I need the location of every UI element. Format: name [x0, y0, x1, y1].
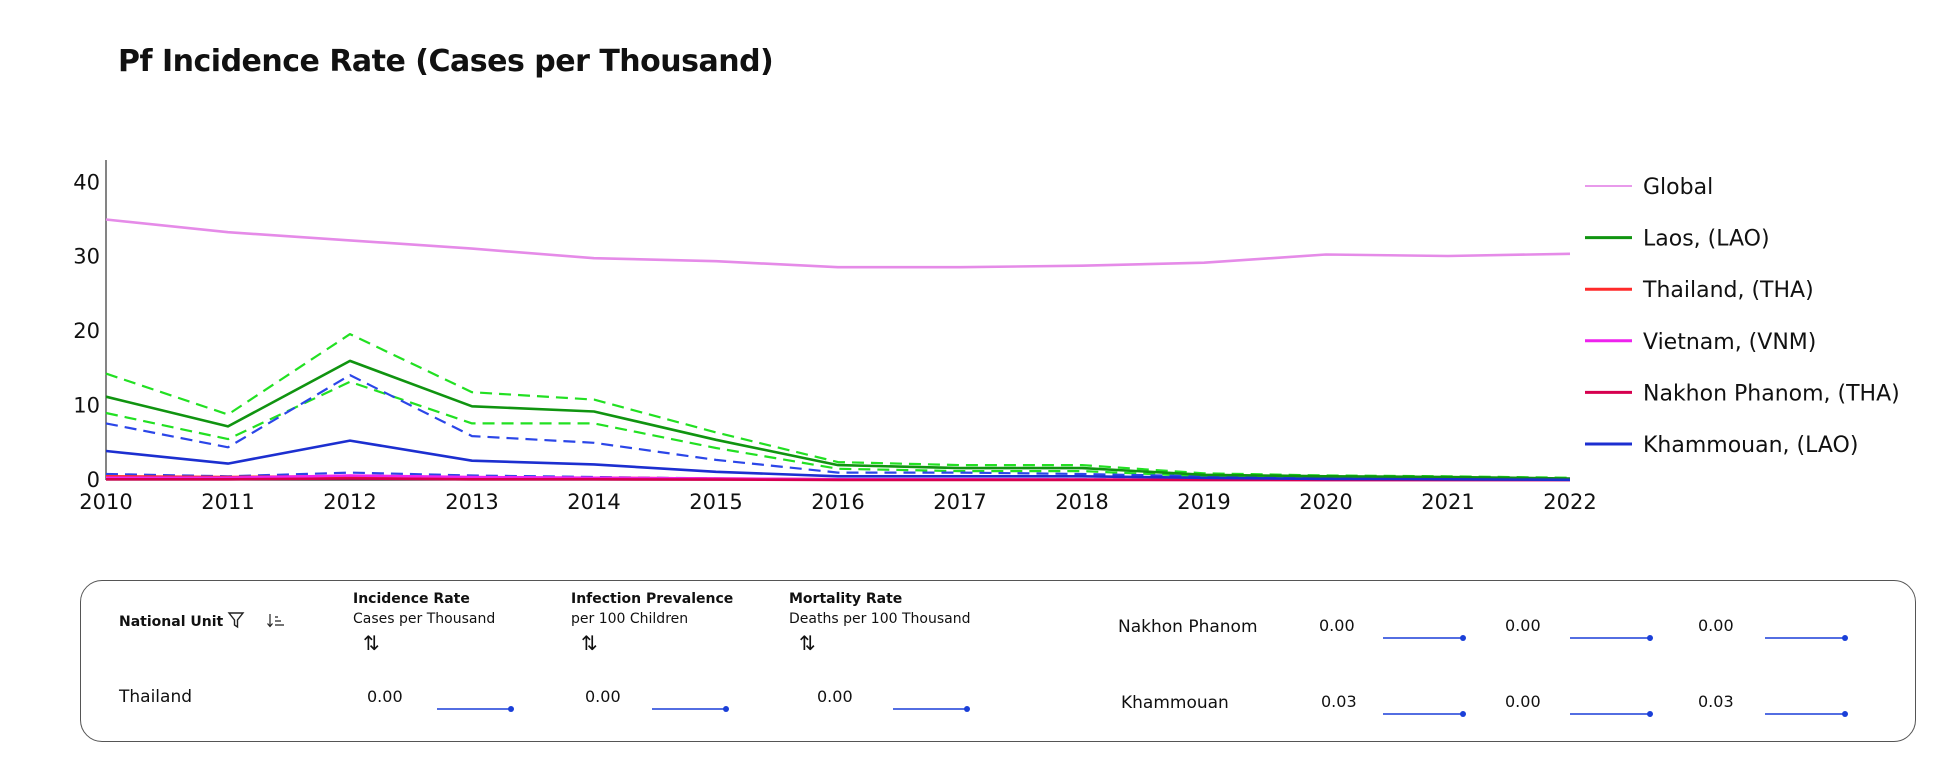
legend-entry: Khammouan, (LAO) [1643, 433, 1858, 458]
table-cell-value: 0.00 [1505, 616, 1541, 635]
column-header-prevalence: Infection Prevalence [571, 591, 734, 607]
table-row-label[interactable]: Khammouan [1121, 693, 1229, 713]
x-tick-label: 2017 [933, 490, 986, 514]
sort-arrows-icon[interactable]: ⇅ [581, 631, 598, 655]
table-cell-value: 0.00 [585, 687, 621, 706]
x-tick-label: 2019 [1177, 490, 1230, 514]
x-tick-label: 2010 [79, 490, 132, 514]
x-tick-label: 2011 [201, 490, 254, 514]
column-header-mortality: Mortality Rate [789, 591, 903, 607]
sort-lines-icon[interactable] [267, 613, 285, 629]
x-tick-label: 2013 [445, 490, 498, 514]
table-cell-value: 0.00 [1505, 692, 1541, 711]
sparkline [1383, 635, 1466, 641]
x-tick-label: 2020 [1299, 490, 1352, 514]
sparkline [652, 706, 729, 712]
chart-title: Pf Incidence Rate (Cases per Thousand) [118, 44, 774, 79]
legend-entry: Nakhon Phanom, (THA) [1643, 381, 1900, 406]
filter-icon[interactable] [227, 611, 245, 629]
sparkline [1570, 635, 1653, 641]
table-cell-value: 0.00 [817, 687, 853, 706]
data-table-panel: National Unit Incidence Rate Cases per T… [80, 580, 1916, 742]
legend-entry: Vietnam, (VNM) [1643, 330, 1816, 355]
x-tick-label: 2015 [689, 490, 742, 514]
line-chart: 0 10 20 30 40 2010 2011 2012 2013 2014 2015 2016 201… [73, 160, 1900, 514]
chart-series [105, 218, 1571, 482]
sparkline [1570, 711, 1653, 717]
x-tick-label: 2018 [1055, 490, 1108, 514]
legend-entry: Global [1643, 175, 1713, 200]
column-subtitle-incidence: Cases per Thousand [353, 611, 496, 627]
table-cell-value: 0.00 [1698, 616, 1734, 635]
y-tick-label: 30 [73, 245, 100, 269]
sort-arrows-icon[interactable]: ⇅ [799, 631, 816, 655]
x-tick-label: 2016 [811, 490, 864, 514]
column-subtitle-prevalence: per 100 Children [571, 611, 689, 627]
sparkline [893, 706, 970, 712]
sparkline [1383, 711, 1466, 717]
sort-arrows-icon[interactable]: ⇅ [363, 631, 380, 655]
y-tick-label: 20 [73, 319, 100, 343]
y-tick-label: 40 [73, 170, 100, 194]
legend-entry: Thailand, (THA) [1642, 278, 1814, 303]
table-row-label[interactable]: Nakhon Phanom [1118, 617, 1258, 637]
legend-entry: Laos, (LAO) [1643, 227, 1770, 252]
column-header-incidence: Incidence Rate [353, 591, 470, 607]
table-cell-value: 0.00 [1319, 616, 1355, 635]
series-line [105, 359, 1571, 480]
chart-axes: 0 10 20 30 40 2010 2011 2012 2013 2014 2015 2016 201… [73, 160, 1597, 514]
y-tick-label: 10 [73, 394, 100, 418]
series-line [105, 374, 1571, 481]
y-tick-label: 0 [87, 468, 100, 492]
sparkline [437, 706, 514, 712]
sparkline [1765, 711, 1848, 717]
chart-legend: Global Laos, (LAO) Thailand, (THA) Vietnam,… [1585, 175, 1900, 458]
series-line [105, 218, 1571, 269]
table-cell-value: 0.00 [367, 687, 403, 706]
table-cell-value: 0.03 [1698, 692, 1734, 711]
x-tick-label: 2022 [1543, 490, 1596, 514]
table-cell-value: 0.03 [1321, 692, 1357, 711]
series-line [105, 333, 1571, 479]
sparkline [1765, 635, 1848, 641]
x-tick-label: 2014 [567, 490, 620, 514]
national-unit-header: National Unit [119, 614, 224, 630]
series-line [105, 439, 1571, 482]
table-row-label[interactable]: Thailand [119, 687, 193, 707]
x-tick-label: 2021 [1421, 490, 1474, 514]
column-subtitle-mortality: Deaths per 100 Thousand [789, 611, 971, 627]
x-tick-label: 2012 [323, 490, 376, 514]
